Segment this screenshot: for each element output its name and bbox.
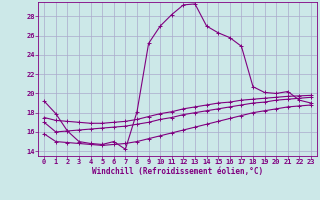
X-axis label: Windchill (Refroidissement éolien,°C): Windchill (Refroidissement éolien,°C) bbox=[92, 167, 263, 176]
